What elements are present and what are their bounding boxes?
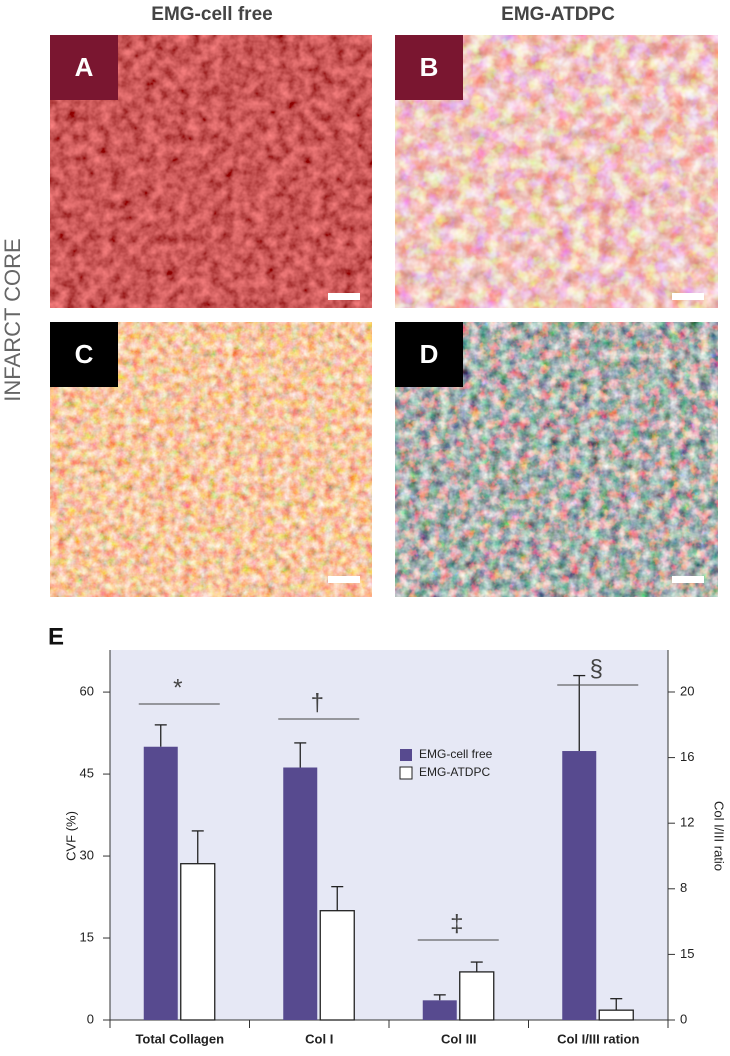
bar [143,746,178,1020]
bar [283,767,318,1020]
significance-marker: ‡ [450,910,463,937]
label-box [50,322,118,387]
label-box [395,322,463,387]
y2-tick-label: 15 [680,946,694,961]
bar [598,1009,634,1021]
panel-label: A [75,52,94,82]
legend-swatch [400,749,412,761]
y2-axis-title: Col I/III ratio [712,801,727,871]
label-box [50,35,118,100]
y2-tick-label: 12 [680,815,694,830]
y2-tick-label: 0 [680,1011,687,1026]
bar [180,863,216,1021]
label-box [395,35,463,100]
chart-label: E [48,623,64,650]
y2-tick-label: 20 [680,683,694,698]
panel-label: B [420,52,439,82]
y2-tick-label: 8 [680,880,687,895]
significance-marker: † [311,689,324,716]
y-tick-label: 30 [80,847,94,862]
scale-bar [328,576,360,583]
x-tick-label: Total Collagen [135,1031,224,1046]
bar [422,1000,457,1020]
y-tick-label: 45 [80,765,94,780]
y2-tick-label: 16 [680,749,694,764]
scale-bar [328,293,360,300]
y-tick-label: 60 [80,684,94,699]
row-title: INFARCT CORE [0,238,25,401]
scale-bar [672,293,704,300]
legend-label: EMG-cell free [419,747,493,761]
scale-bar [672,576,704,583]
x-tick-label: Col III [441,1031,476,1046]
column-title: EMG-ATDPC [501,4,615,25]
panel-label: D [420,339,439,369]
bar [319,910,355,1021]
panel-label: C [75,339,94,369]
y-axis-title: CVF (%) [63,811,78,861]
significance-marker: § [590,655,603,682]
legend-label: EMG-ATDPC [419,765,490,779]
bar [562,751,597,1020]
column-title: EMG-cell free [151,4,272,25]
y-tick-label: 15 [80,929,94,944]
x-tick-label: Col I [305,1031,333,1046]
significance-marker: * [173,674,182,701]
y-tick-label: 0 [87,1011,94,1026]
x-tick-label: Col I/III ration [557,1031,639,1046]
bar [459,971,495,1021]
legend-swatch [399,766,413,780]
